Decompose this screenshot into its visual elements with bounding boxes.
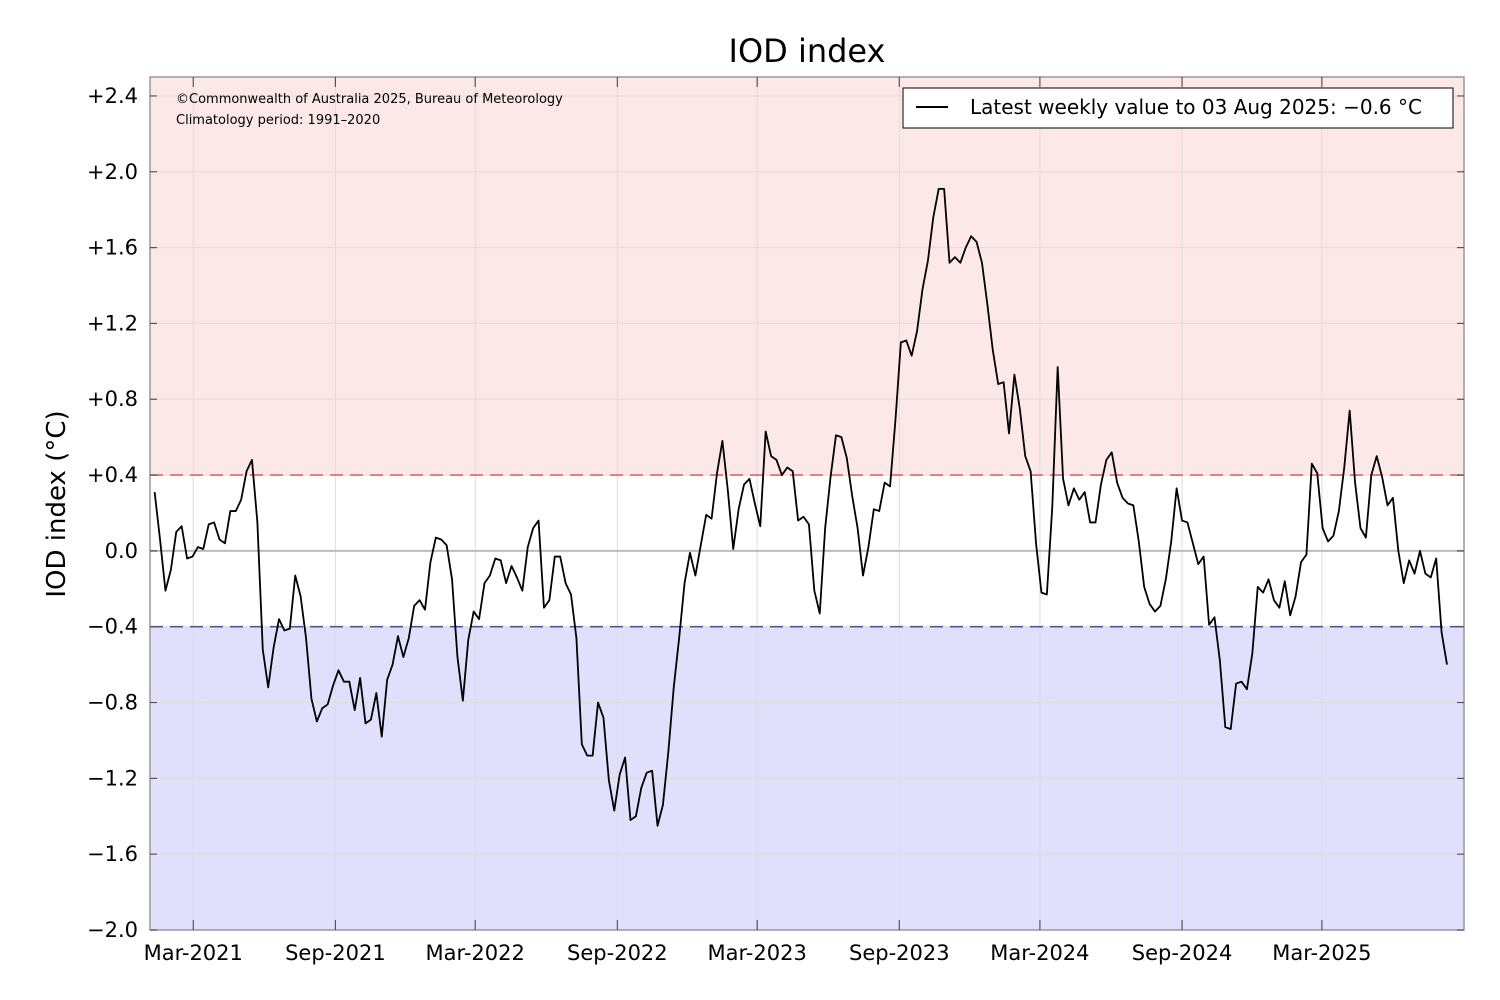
y-tick-label-11: +2.4 [87,84,138,108]
y-tick-label-6: +0.4 [87,463,138,487]
x-tick-label-6: Mar-2024 [990,941,1089,965]
y-tick-label-10: +2.0 [87,160,138,184]
x-tick-label-2: Mar-2022 [426,941,525,965]
x-tick-label-3: Sep-2022 [567,941,668,965]
y-tick-label-2: −1.2 [87,766,138,790]
y-tick-label-0: −2.0 [87,918,138,942]
chart-title: IOD index [729,32,886,70]
positive-zone [150,77,1464,476]
credit-line-1: ©Commonwealth of Australia 2025, Bureau … [176,92,563,107]
x-tick-label-4: Mar-2023 [708,941,807,965]
y-tick-label-7: +0.8 [87,387,138,411]
y-tick-label-4: −0.4 [87,615,138,639]
x-tick-label-7: Sep-2024 [1132,941,1233,965]
credit-line-2: Climatology period: 1991–2020 [176,113,380,128]
series-layer [153,187,1448,827]
legend-box [902,87,1454,129]
y-tick-label-1: −1.6 [87,842,138,866]
y-tick-label-3: −0.8 [87,691,138,715]
x-tick-label-1: Sep-2021 [285,941,386,965]
legend-label: Latest weekly value to 03 Aug 2025: −0.6… [970,95,1422,119]
x-axis-ticks: Mar-2021 Sep-2021 Mar-2022 Sep-2022 Mar-2023… [144,77,1372,965]
y-axis-label: IOD index (°C) [42,410,72,597]
x-tick-label-0: Mar-2021 [144,941,243,965]
plot-frame [149,76,1465,931]
y-tick-label-9: +1.6 [87,236,138,260]
legend: Latest weekly value to 03 Aug 2025: −0.6… [902,87,1454,129]
y-axis-ticks: −2.0 −1.6 −1.2 −0.8 −0.4 0.0 +0.4 +0.8 +1.2 +1.6 +… [87,84,1464,942]
series-line-0 [153,187,1448,827]
threshold-zones [150,77,1464,930]
y-tick-label-5: 0.0 [105,539,138,563]
y-tick-label-8: +1.2 [87,311,138,335]
x-tick-label-5: Sep-2023 [849,941,950,965]
x-tick-label-8: Mar-2025 [1272,941,1371,965]
